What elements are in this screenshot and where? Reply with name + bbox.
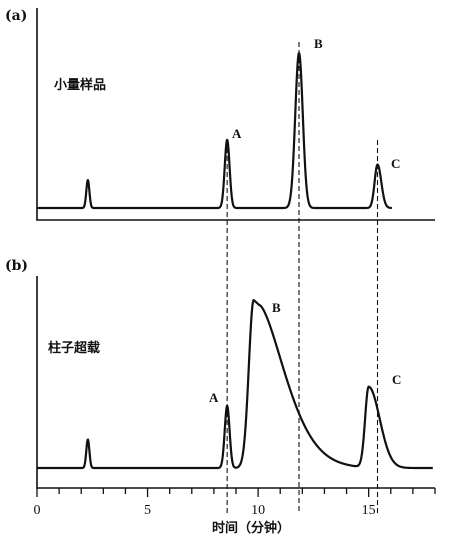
- x-axis-ticks: [36, 488, 436, 497]
- panel-b-peak-label-c: C: [392, 372, 401, 387]
- panel-b-peak-label-a: A: [209, 390, 219, 405]
- panel-a-axes: [36, 8, 435, 221]
- x-axis-tick-label: 10: [251, 503, 265, 518]
- x-axis-tick-label: 15: [362, 503, 376, 518]
- panel-b-peak-label-b: B: [272, 300, 281, 315]
- panel-a-peak-label-b: B: [314, 36, 323, 51]
- panel-b-annotation: 柱子超载: [48, 340, 100, 356]
- panel-a-label: (a): [5, 8, 27, 24]
- panel-b-axes: [36, 276, 435, 489]
- x-axis-tick-label: 5: [144, 503, 151, 518]
- panel-a-trace: [36, 52, 393, 210]
- panel-b-label: (b): [5, 258, 28, 274]
- reference-lines: [226, 42, 379, 513]
- panel-a-peak-label-c: C: [391, 156, 400, 171]
- panel-a-peak-label-a: A: [232, 126, 242, 141]
- x-axis-tick-label: 0: [34, 503, 41, 518]
- x-axis-title: 时间（分钟）: [212, 520, 290, 536]
- panel-b-trace: [36, 299, 434, 470]
- panel-a-annotation: 小量样品: [54, 77, 106, 93]
- x-axis-tick-labels: 0 5 10 15: [34, 503, 376, 518]
